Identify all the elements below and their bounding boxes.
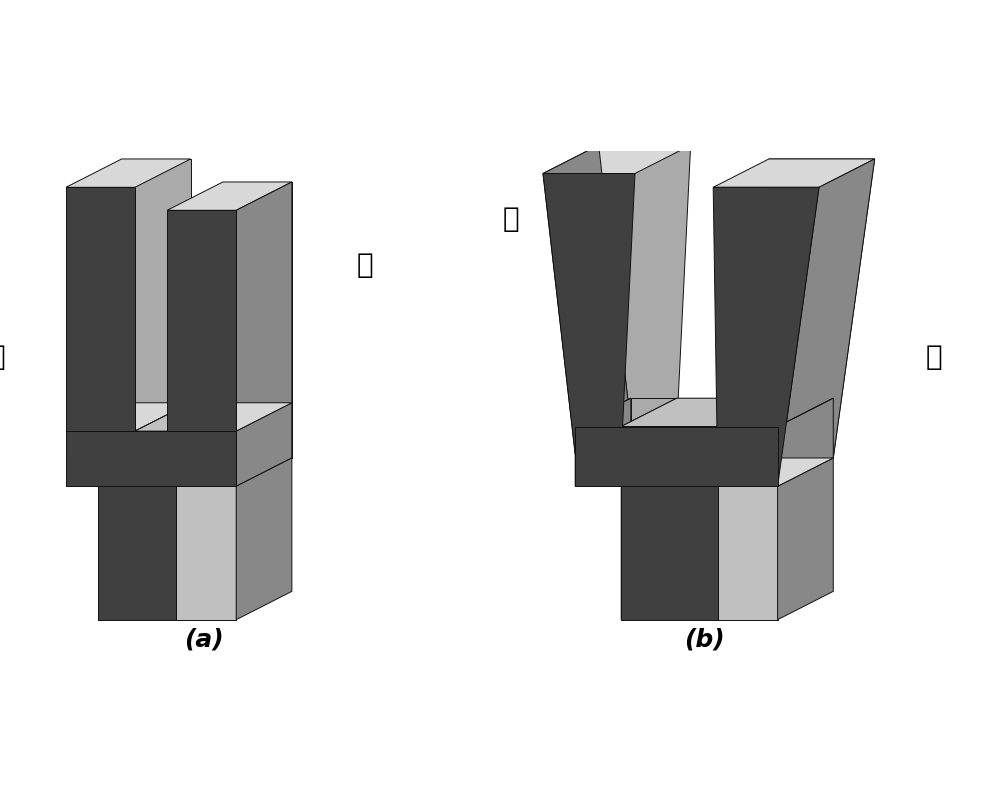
Text: (b): (b) — [684, 628, 724, 652]
Polygon shape — [621, 398, 677, 454]
Polygon shape — [718, 398, 773, 487]
Polygon shape — [236, 458, 292, 620]
Polygon shape — [135, 403, 191, 454]
Polygon shape — [236, 182, 292, 487]
Polygon shape — [167, 211, 236, 487]
Polygon shape — [176, 458, 232, 620]
Polygon shape — [122, 403, 292, 458]
Polygon shape — [223, 182, 292, 458]
Polygon shape — [778, 159, 875, 487]
Text: 左: 左 — [502, 206, 519, 233]
Polygon shape — [176, 403, 292, 431]
Polygon shape — [778, 398, 833, 427]
Polygon shape — [575, 398, 631, 427]
Polygon shape — [621, 458, 677, 620]
Polygon shape — [575, 427, 778, 487]
Polygon shape — [677, 458, 773, 592]
Polygon shape — [167, 403, 223, 487]
Text: 前: 前 — [0, 344, 5, 371]
Polygon shape — [769, 159, 875, 458]
Polygon shape — [713, 187, 819, 487]
Text: (a): (a) — [184, 628, 224, 652]
Text: 右: 右 — [926, 344, 942, 371]
Polygon shape — [236, 403, 292, 487]
Polygon shape — [778, 458, 833, 620]
Polygon shape — [154, 458, 232, 592]
Polygon shape — [718, 458, 773, 620]
Polygon shape — [66, 187, 135, 454]
Polygon shape — [713, 159, 875, 187]
Text: 后: 后 — [357, 252, 373, 279]
Polygon shape — [543, 145, 631, 454]
Polygon shape — [718, 487, 778, 620]
Polygon shape — [543, 145, 691, 174]
Polygon shape — [122, 159, 191, 426]
Polygon shape — [66, 159, 191, 187]
Polygon shape — [543, 174, 635, 454]
Polygon shape — [66, 403, 191, 431]
Polygon shape — [66, 431, 236, 487]
Polygon shape — [718, 458, 833, 487]
Polygon shape — [176, 487, 236, 620]
Polygon shape — [98, 487, 176, 620]
Polygon shape — [575, 398, 631, 487]
Polygon shape — [167, 182, 292, 211]
Polygon shape — [176, 403, 232, 487]
Polygon shape — [621, 398, 773, 427]
Polygon shape — [135, 403, 223, 431]
Polygon shape — [599, 145, 691, 426]
Polygon shape — [621, 487, 718, 620]
Polygon shape — [778, 398, 833, 487]
Polygon shape — [631, 398, 833, 458]
